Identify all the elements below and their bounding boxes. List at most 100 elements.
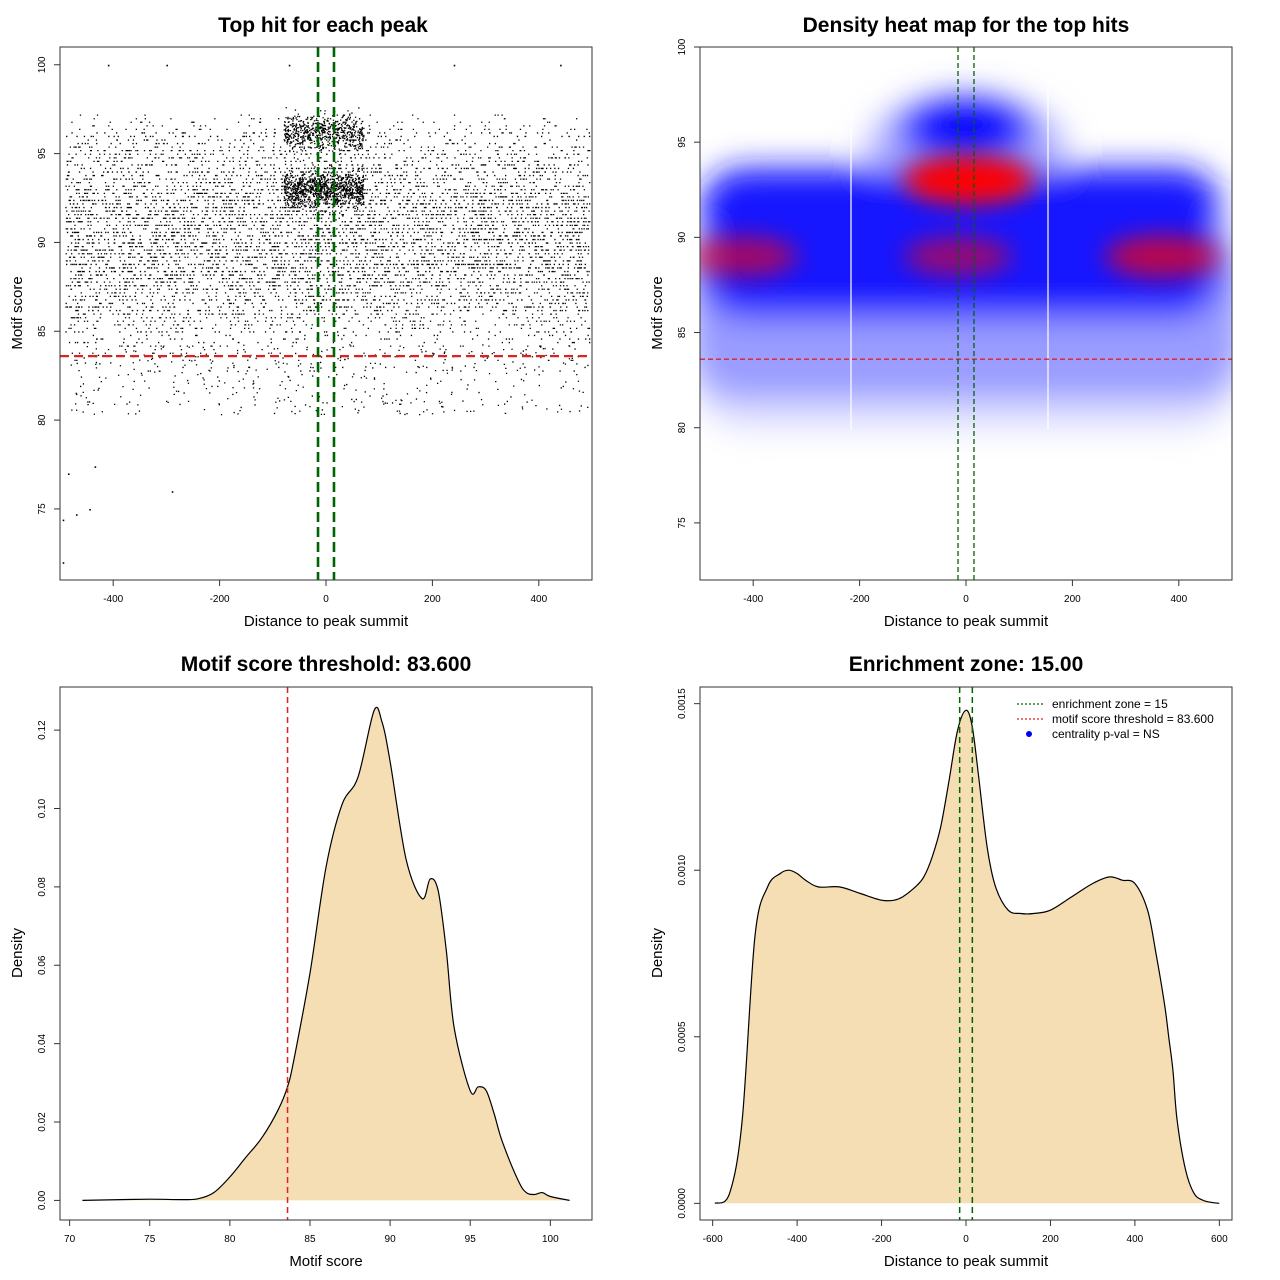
distance-density-zone-lines bbox=[958, 687, 974, 1220]
distance-density-x-tick-label: 400 bbox=[1127, 1234, 1144, 1245]
heatmap-hotspot bbox=[903, 156, 1034, 205]
score-density-y-tick-label: 0.02 bbox=[37, 1112, 48, 1132]
scatter-title: Top hit for each peak bbox=[218, 14, 428, 37]
heatmap-reference-lines bbox=[700, 47, 1232, 580]
score-density-x-tick-label: 75 bbox=[144, 1234, 156, 1245]
score-density-y-label: Density bbox=[9, 927, 26, 978]
heatmap-x-tick-label: 400 bbox=[1170, 594, 1187, 605]
legend-pval-dot bbox=[1026, 731, 1032, 737]
heatmap-y-tick-label: 100 bbox=[677, 38, 688, 55]
scatter-x-ticks: -400 -200 0 200 400 bbox=[103, 579, 548, 605]
distance-density-panel: Enrichment zone: 15.00 -600 -400 -200 0 200 4… bbox=[649, 653, 1233, 1270]
scatter-y-label: Motif score bbox=[9, 276, 26, 349]
scatter-point bbox=[75, 514, 78, 516]
distance-density-x-tick-label: 200 bbox=[1042, 1234, 1059, 1245]
heatmap-hotspot bbox=[1105, 235, 1221, 278]
score-density-curve bbox=[82, 706, 570, 1201]
distance-density-title: Enrichment zone: 15.00 bbox=[849, 653, 1084, 676]
legend: enrichment zone = 15 motif score thresho… bbox=[1017, 697, 1214, 741]
heatmap-y-ticks: 75 80 85 90 95 100 bbox=[677, 38, 701, 529]
distance-density-x-tick-label: -400 bbox=[787, 1234, 807, 1245]
heatmap-hotspots bbox=[700, 156, 1221, 278]
scatter-point bbox=[62, 562, 65, 564]
score-density-x-label: Motif score bbox=[289, 1253, 362, 1270]
distance-density-x-label: Distance to peak summit bbox=[884, 1253, 1049, 1270]
scatter-point bbox=[89, 508, 91, 511]
scatter-x-label: Distance to peak summit bbox=[244, 613, 409, 630]
scatter-point bbox=[560, 64, 562, 67]
score-density-y-tick-label: 0.04 bbox=[37, 1033, 48, 1053]
scatter-y-tick-label: 80 bbox=[37, 414, 48, 426]
scatter-x-tick-label: -200 bbox=[210, 594, 230, 605]
score-density-y-tick-label: 0.12 bbox=[37, 720, 48, 740]
heatmap-x-label: Distance to peak summit bbox=[884, 613, 1049, 630]
scatter-point bbox=[62, 519, 65, 522]
distance-density-y-tick-label: 0.0000 bbox=[677, 1188, 688, 1219]
score-density-panel: Motif score threshold: 83.600 70 75 80 85 90… bbox=[9, 653, 593, 1270]
scatter-x-tick-label: 200 bbox=[424, 594, 441, 605]
distance-density-curve bbox=[714, 709, 1220, 1204]
heatmap-density-area bbox=[700, 47, 1232, 580]
scatter-panel: Top hit for each peak -400 -200 0 200 400 75… bbox=[9, 14, 593, 630]
scatter-y-tick-label: 85 bbox=[37, 325, 48, 337]
heatmap-x-tick-label: 200 bbox=[1064, 594, 1081, 605]
heatmap-y-tick-label: 90 bbox=[677, 231, 688, 243]
score-density-x-tick-label: 90 bbox=[385, 1234, 397, 1245]
score-density-x-tick-label: 80 bbox=[224, 1234, 236, 1245]
scatter-plot-frame bbox=[59, 46, 593, 581]
score-density-y-tick-label: 0.06 bbox=[37, 955, 48, 975]
distance-density-x-tick-label: -600 bbox=[703, 1234, 723, 1245]
score-density-x-tick-label: 85 bbox=[304, 1234, 316, 1245]
scatter-y-tick-label: 95 bbox=[37, 148, 48, 160]
scatter-point bbox=[166, 64, 168, 67]
score-density-y-tick-label: 0.08 bbox=[37, 877, 48, 897]
scatter-x-tick-label: 400 bbox=[530, 594, 547, 605]
distance-density-y-tick-label: 0.0010 bbox=[677, 854, 688, 885]
scatter-point bbox=[171, 491, 174, 493]
legend-zone-label: enrichment zone = 15 bbox=[1052, 697, 1168, 711]
heatmap-y-label: Motif score bbox=[649, 276, 666, 349]
distance-density-y-tick-label: 0.0005 bbox=[677, 1021, 688, 1052]
score-density-y-ticks: 0.00 0.02 0.04 0.06 0.08 0.10 0.12 bbox=[37, 720, 61, 1210]
legend-pval-label: centrality p-val = NS bbox=[1052, 727, 1160, 741]
scatter-x-tick-label: -400 bbox=[103, 594, 123, 605]
heatmap-hotspot bbox=[700, 236, 798, 277]
scatter-point-cloud bbox=[65, 107, 591, 416]
distance-density-x-tick-label: 0 bbox=[963, 1234, 969, 1245]
scatter-point bbox=[288, 64, 291, 67]
score-density-x-tick-label: 70 bbox=[64, 1234, 76, 1245]
distance-density-x-tick-label: 600 bbox=[1211, 1234, 1228, 1245]
scatter-points bbox=[62, 64, 591, 564]
heatmap-y-tick-label: 80 bbox=[677, 422, 688, 434]
heatmap-x-ticks: -400 -200 0 200 400 bbox=[743, 579, 1188, 605]
score-density-x-tick-label: 100 bbox=[542, 1234, 559, 1245]
legend-threshold-label: motif score threshold = 83.600 bbox=[1052, 712, 1214, 726]
distance-density-y-tick-label: 0.0015 bbox=[677, 688, 688, 719]
scatter-point bbox=[67, 473, 70, 475]
scatter-point bbox=[94, 466, 97, 468]
heatmap-title: Density heat map for the top hits bbox=[803, 14, 1130, 37]
heatmap-panel: Density heat map for the top hits -400 -2… bbox=[649, 14, 1233, 630]
scatter-x-tick-label: 0 bbox=[323, 594, 329, 605]
scatter-point bbox=[107, 64, 110, 67]
score-density-y-tick-label: 0.00 bbox=[37, 1190, 48, 1210]
heatmap-x-tick-label: -200 bbox=[850, 594, 870, 605]
score-density-x-ticks: 70 75 80 85 90 95 100 bbox=[64, 1219, 559, 1245]
heatmap-x-tick-label: 0 bbox=[963, 594, 969, 605]
heatmap-y-tick-label: 95 bbox=[677, 136, 688, 148]
distance-density-x-tick-label: -200 bbox=[872, 1234, 892, 1245]
scatter-reference-lines bbox=[60, 47, 592, 580]
heatmap-y-tick-label: 75 bbox=[677, 517, 688, 529]
scatter-y-ticks: 75 80 85 90 95 100 bbox=[37, 56, 61, 515]
score-density-x-tick-label: 95 bbox=[465, 1234, 477, 1245]
distance-density-x-ticks: -600 -400 -200 0 200 400 600 bbox=[703, 1219, 1228, 1245]
scatter-point bbox=[453, 64, 456, 67]
scatter-y-tick-label: 100 bbox=[37, 56, 48, 73]
score-density-title: Motif score threshold: 83.600 bbox=[181, 653, 472, 676]
distance-density-y-label: Density bbox=[649, 927, 666, 978]
scatter-y-tick-label: 90 bbox=[37, 236, 48, 248]
heatmap-x-tick-label: -400 bbox=[743, 594, 763, 605]
scatter-y-tick-label: 75 bbox=[37, 503, 48, 515]
